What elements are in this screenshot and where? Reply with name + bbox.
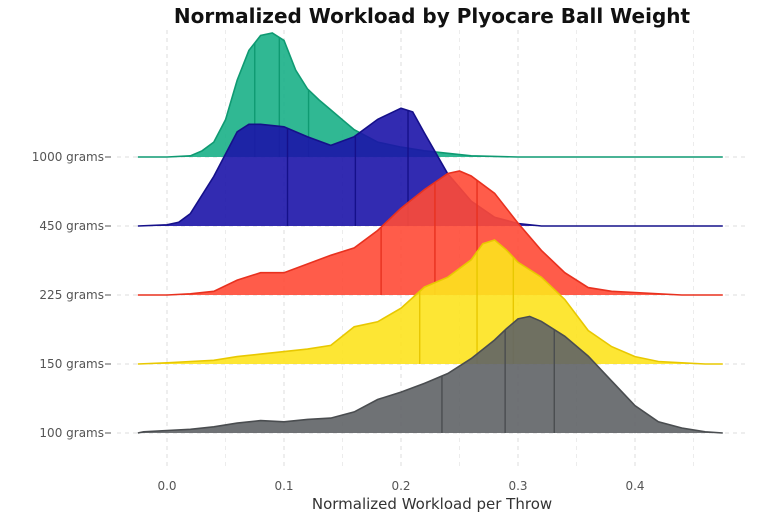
x-tick-label: 0.0 (157, 479, 176, 493)
ridge-fill (137, 33, 723, 157)
ridge-outline (137, 32, 723, 158)
axis-layer: 100 grams 150 grams 225 grams 450 grams 1000… (32, 150, 645, 493)
x-axis-title: Normalized Workload per Throw (312, 495, 552, 513)
ridge-outline (137, 315, 723, 434)
ridge-fill (137, 171, 723, 295)
ridge-fill (137, 316, 723, 433)
ridge-fill (137, 108, 723, 226)
ridge-outline (137, 239, 723, 365)
ridge-layer (137, 32, 723, 434)
y-tick-label: 225 grams (39, 288, 104, 302)
ridge-fill (137, 240, 723, 364)
ridge-outline (137, 170, 723, 296)
x-tick-label: 0.2 (391, 479, 410, 493)
y-tick-label: 150 grams (39, 357, 104, 371)
y-tick-label: 450 grams (39, 219, 104, 233)
y-tick-label: 1000 grams (32, 150, 104, 164)
chart-title: Normalized Workload by Plyocare Ball Wei… (174, 4, 691, 28)
y-tick-label: 100 grams (39, 426, 104, 440)
x-tick-label: 0.4 (625, 479, 644, 493)
x-tick-label: 0.3 (508, 479, 527, 493)
ridge-outline (137, 107, 723, 227)
x-tick-label: 0.1 (274, 479, 293, 493)
